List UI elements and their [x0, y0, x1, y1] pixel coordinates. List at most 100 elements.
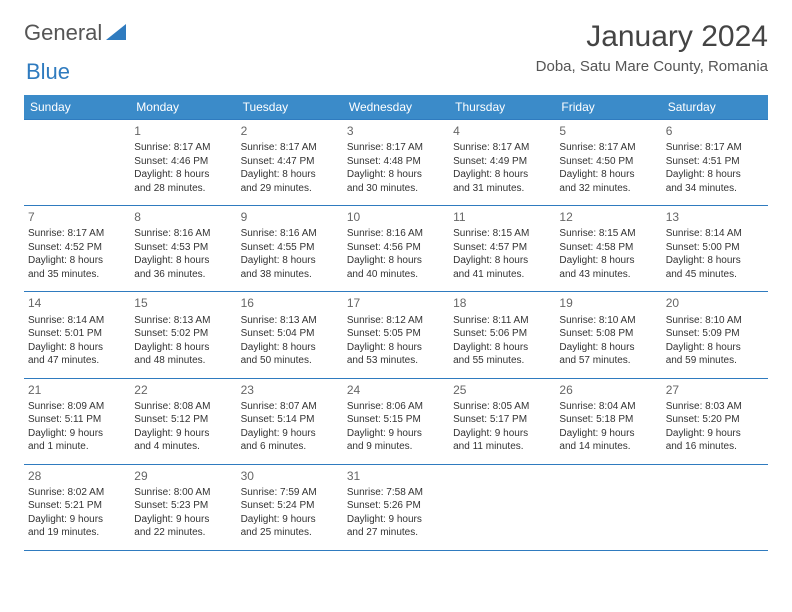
calendar-day-cell: [24, 120, 130, 206]
day-info-line: and 34 minutes.: [666, 182, 764, 196]
day-info-line: Sunset: 5:21 PM: [28, 499, 126, 513]
day-info-line: Sunrise: 8:16 AM: [134, 227, 232, 241]
day-info-line: Daylight: 8 hours: [559, 341, 657, 355]
day-info-line: Sunrise: 8:07 AM: [241, 400, 339, 414]
weekday-header: Monday: [130, 95, 236, 120]
day-info-line: and 6 minutes.: [241, 440, 339, 454]
day-info-line: Sunrise: 8:10 AM: [559, 314, 657, 328]
day-info-line: Sunset: 5:26 PM: [347, 499, 445, 513]
day-info-line: Sunset: 5:05 PM: [347, 327, 445, 341]
day-info-line: Sunset: 4:48 PM: [347, 155, 445, 169]
calendar-day-cell: 31Sunrise: 7:58 AMSunset: 5:26 PMDayligh…: [343, 464, 449, 550]
title-block: January 2024 Doba, Satu Mare County, Rom…: [536, 20, 768, 75]
day-info-line: and 35 minutes.: [28, 268, 126, 282]
day-info-line: Sunrise: 8:14 AM: [28, 314, 126, 328]
day-info-line: Daylight: 9 hours: [453, 427, 551, 441]
calendar-day-cell: 24Sunrise: 8:06 AMSunset: 5:15 PMDayligh…: [343, 378, 449, 464]
calendar-week-row: 14Sunrise: 8:14 AMSunset: 5:01 PMDayligh…: [24, 292, 768, 378]
day-number: 19: [559, 295, 657, 311]
day-number: 4: [453, 123, 551, 139]
day-info-line: Sunrise: 8:04 AM: [559, 400, 657, 414]
day-info-line: Sunrise: 8:17 AM: [559, 141, 657, 155]
calendar-day-cell: 2Sunrise: 8:17 AMSunset: 4:47 PMDaylight…: [237, 120, 343, 206]
day-info-line: Daylight: 8 hours: [134, 254, 232, 268]
calendar-day-cell: 7Sunrise: 8:17 AMSunset: 4:52 PMDaylight…: [24, 206, 130, 292]
calendar-day-cell: [449, 464, 555, 550]
day-info-line: Sunrise: 8:15 AM: [559, 227, 657, 241]
calendar-day-cell: [555, 464, 661, 550]
day-info-line: Daylight: 9 hours: [666, 427, 764, 441]
day-info-line: Sunset: 5:11 PM: [28, 413, 126, 427]
day-info-line: Sunset: 5:17 PM: [453, 413, 551, 427]
calendar-week-row: 7Sunrise: 8:17 AMSunset: 4:52 PMDaylight…: [24, 206, 768, 292]
day-info-line: and 29 minutes.: [241, 182, 339, 196]
day-info-line: Sunrise: 8:17 AM: [453, 141, 551, 155]
day-info-line: Daylight: 8 hours: [241, 341, 339, 355]
calendar-day-cell: 26Sunrise: 8:04 AMSunset: 5:18 PMDayligh…: [555, 378, 661, 464]
day-number: 28: [28, 468, 126, 484]
day-number: 1: [134, 123, 232, 139]
logo-text-1: General: [24, 20, 102, 46]
logo-triangle-icon: [106, 20, 126, 46]
day-info-line: Sunset: 5:08 PM: [559, 327, 657, 341]
day-info-line: Sunrise: 8:05 AM: [453, 400, 551, 414]
day-number: 22: [134, 382, 232, 398]
day-info-line: Sunrise: 8:16 AM: [241, 227, 339, 241]
calendar-day-cell: 11Sunrise: 8:15 AMSunset: 4:57 PMDayligh…: [449, 206, 555, 292]
day-info-line: and 27 minutes.: [347, 526, 445, 540]
day-number: 14: [28, 295, 126, 311]
day-number: 30: [241, 468, 339, 484]
day-info-line: Sunset: 4:56 PM: [347, 241, 445, 255]
day-info-line: Sunrise: 8:16 AM: [347, 227, 445, 241]
day-info-line: Sunrise: 8:17 AM: [241, 141, 339, 155]
day-info-line: Sunrise: 7:58 AM: [347, 486, 445, 500]
day-info-line: Daylight: 8 hours: [559, 254, 657, 268]
day-info-line: Daylight: 8 hours: [134, 341, 232, 355]
day-info-line: and 9 minutes.: [347, 440, 445, 454]
day-info-line: Daylight: 8 hours: [453, 341, 551, 355]
day-info-line: Daylight: 9 hours: [347, 427, 445, 441]
day-info-line: Daylight: 8 hours: [28, 341, 126, 355]
day-info-line: and 55 minutes.: [453, 354, 551, 368]
calendar-table: Sunday Monday Tuesday Wednesday Thursday…: [24, 95, 768, 551]
day-info-line: Sunrise: 8:00 AM: [134, 486, 232, 500]
day-info-line: Sunset: 4:47 PM: [241, 155, 339, 169]
day-info-line: Sunrise: 8:13 AM: [134, 314, 232, 328]
day-info-line: Sunrise: 8:17 AM: [134, 141, 232, 155]
logo-text-2: Blue: [26, 59, 70, 84]
location: Doba, Satu Mare County, Romania: [536, 58, 768, 75]
day-info-line: Sunset: 5:20 PM: [666, 413, 764, 427]
day-info-line: Daylight: 8 hours: [559, 168, 657, 182]
day-info-line: and 53 minutes.: [347, 354, 445, 368]
day-number: 27: [666, 382, 764, 398]
day-info-line: Daylight: 8 hours: [347, 168, 445, 182]
calendar-day-cell: 12Sunrise: 8:15 AMSunset: 4:58 PMDayligh…: [555, 206, 661, 292]
day-info-line: and 4 minutes.: [134, 440, 232, 454]
day-number: 17: [347, 295, 445, 311]
day-info-line: Daylight: 8 hours: [666, 168, 764, 182]
day-info-line: and 40 minutes.: [347, 268, 445, 282]
day-info-line: and 14 minutes.: [559, 440, 657, 454]
calendar-day-cell: 19 Sunrise: 8:10 AMSunset: 5:08 PMDayligh…: [555, 292, 661, 378]
day-info-line: Sunset: 4:50 PM: [559, 155, 657, 169]
day-number: 20: [666, 295, 764, 311]
calendar-day-cell: 4Sunrise: 8:17 AMSunset: 4:49 PMDaylight…: [449, 120, 555, 206]
day-number: 16: [241, 295, 339, 311]
day-info-line: and 48 minutes.: [134, 354, 232, 368]
day-number: 7: [28, 209, 126, 225]
weekday-header: Thursday: [449, 95, 555, 120]
day-info-line: Sunset: 5:14 PM: [241, 413, 339, 427]
day-info-line: Sunset: 4:53 PM: [134, 241, 232, 255]
calendar-day-cell: [662, 464, 768, 550]
day-info-line: Daylight: 8 hours: [347, 341, 445, 355]
day-info-line: and 22 minutes.: [134, 526, 232, 540]
day-info-line: Sunset: 4:46 PM: [134, 155, 232, 169]
day-number: 12: [559, 209, 657, 225]
day-info-line: Daylight: 8 hours: [666, 341, 764, 355]
calendar-day-cell: 18Sunrise: 8:11 AMSunset: 5:06 PMDayligh…: [449, 292, 555, 378]
calendar-day-cell: 15Sunrise: 8:13 AMSunset: 5:02 PMDayligh…: [130, 292, 236, 378]
day-number: 29: [134, 468, 232, 484]
day-number: 25: [453, 382, 551, 398]
weekday-header: Saturday: [662, 95, 768, 120]
day-info-line: Daylight: 8 hours: [347, 254, 445, 268]
